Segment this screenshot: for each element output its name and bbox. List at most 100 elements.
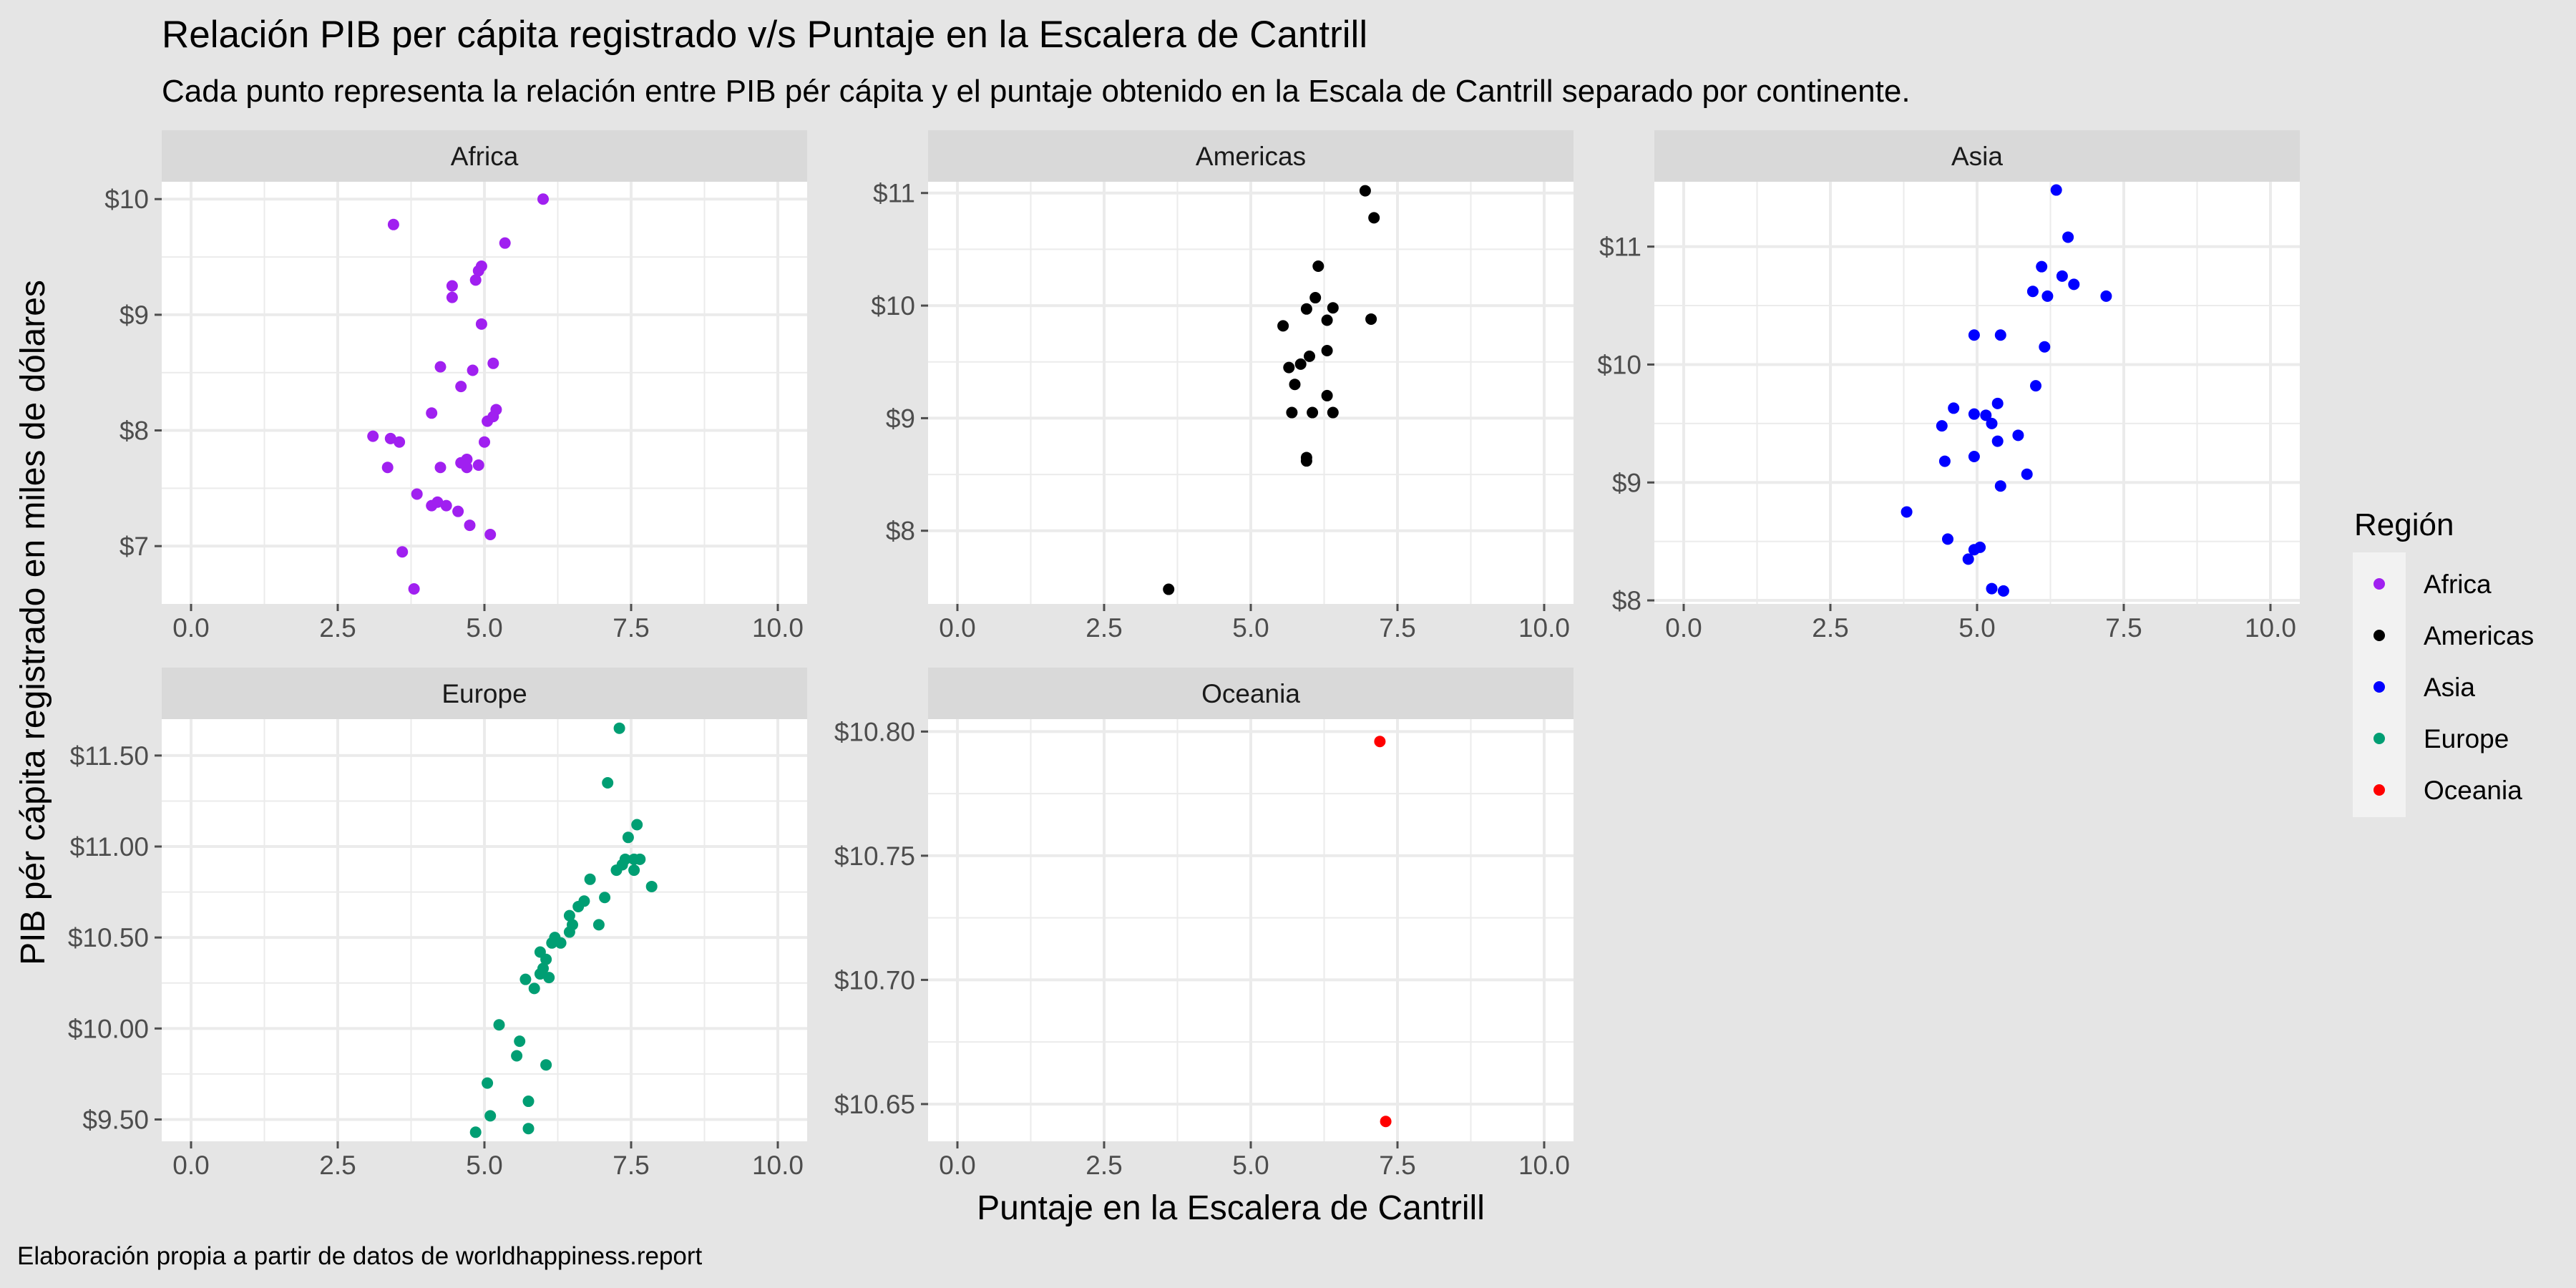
tick-label-y: $10 xyxy=(104,185,149,214)
data-point-europe xyxy=(534,968,546,980)
data-point-americas xyxy=(1365,313,1377,325)
data-point-europe xyxy=(540,953,552,965)
panel-americas: Americas 0.0 2.5 5.0 7.5 10.0 $8 $9 $10 $11 xyxy=(871,130,1574,643)
data-point-americas xyxy=(1300,303,1312,315)
data-point-africa xyxy=(475,318,487,330)
tick-label-x: 0.0 xyxy=(939,1151,975,1180)
data-point-americas xyxy=(1300,455,1312,467)
data-point-europe xyxy=(546,937,558,949)
tick-label-y: $9 xyxy=(119,301,149,330)
data-point-africa xyxy=(384,432,396,444)
legend: Región Africa Americas Asia Europe Oceania xyxy=(2353,507,2534,817)
tick-label-y: $11.50 xyxy=(70,741,149,771)
tick-label-x: 0.0 xyxy=(172,1151,209,1180)
tick-label-y: $10.00 xyxy=(68,1014,149,1043)
data-point-africa xyxy=(469,274,482,286)
data-point-africa xyxy=(472,459,484,472)
chart-title: Relación PIB per cápita registrado v/s P… xyxy=(162,14,1367,56)
data-point-europe xyxy=(519,973,532,985)
data-point-oceania xyxy=(1380,1116,1392,1128)
strip-label-asia: Asia xyxy=(1951,142,2003,171)
tick-label-x: 5.0 xyxy=(466,613,502,643)
legend-label-americas: Americas xyxy=(2424,621,2534,650)
data-point-africa xyxy=(446,280,458,292)
data-point-africa xyxy=(487,357,499,369)
data-point-asia xyxy=(1942,533,1953,545)
strip-europe xyxy=(162,668,807,719)
panel-africa: Africa 0.0 2.5 5.0 7.5 10.0 $7 $8 $9 $10 xyxy=(104,130,807,643)
tick-label-x: 2.5 xyxy=(1812,613,1848,643)
data-point-asia xyxy=(2056,270,2068,282)
x-axis-title: Puntaje en la Escalera de Cantrill xyxy=(977,1189,1485,1227)
legend-title: Región xyxy=(2354,507,2454,542)
data-point-asia xyxy=(1968,450,1980,462)
data-point-europe xyxy=(610,864,623,877)
data-point-europe xyxy=(484,1110,497,1122)
tick-label-x: 7.5 xyxy=(613,613,649,643)
strip-label-oceania: Oceania xyxy=(1201,679,1300,708)
tick-label-y: $10.65 xyxy=(834,1090,915,1119)
data-point-asia xyxy=(1948,402,1960,414)
strip-label-europe: Europe xyxy=(441,679,527,708)
data-point-africa xyxy=(482,415,494,427)
data-point-asia xyxy=(1991,435,2004,447)
data-point-europe xyxy=(511,1050,523,1062)
data-point-africa xyxy=(440,499,452,512)
data-point-europe xyxy=(645,880,658,892)
data-point-americas xyxy=(1321,345,1333,356)
legend-key-americas xyxy=(2373,630,2385,641)
data-point-americas xyxy=(1368,212,1380,224)
data-point-asia xyxy=(1994,480,2006,492)
data-point-asia xyxy=(1991,397,2004,409)
data-point-americas xyxy=(1304,350,1315,362)
data-point-africa xyxy=(472,265,484,277)
data-point-asia xyxy=(1994,329,2006,341)
tick-label-y: $10 xyxy=(871,291,915,321)
data-point-africa xyxy=(394,436,406,448)
legend-key-oceania xyxy=(2373,784,2385,796)
tick-label-y: $10 xyxy=(1597,350,1641,379)
data-point-europe xyxy=(469,1126,482,1138)
data-point-africa xyxy=(367,430,379,442)
data-point-americas xyxy=(1309,292,1322,304)
data-point-europe xyxy=(555,937,567,949)
tick-label-x: 2.5 xyxy=(1085,613,1122,643)
data-point-asia xyxy=(2012,429,2024,441)
strip-label-africa: Africa xyxy=(451,142,519,171)
data-point-asia xyxy=(1938,455,1951,467)
tick-label-x: 0.0 xyxy=(939,613,975,643)
tick-label-x: 7.5 xyxy=(1379,613,1415,643)
data-point-americas xyxy=(1312,260,1324,272)
tick-label-x: 7.5 xyxy=(613,1151,649,1180)
data-point-africa xyxy=(396,546,409,558)
data-point-asia xyxy=(1997,585,2009,597)
data-point-europe xyxy=(631,819,643,831)
data-point-americas xyxy=(1307,406,1319,419)
tick-label-y: $10.75 xyxy=(834,841,915,871)
legend-label-asia: Asia xyxy=(2424,673,2475,702)
data-point-africa xyxy=(381,462,394,474)
tick-label-y: $8 xyxy=(119,416,149,446)
data-point-africa xyxy=(446,291,458,303)
data-point-asia xyxy=(2062,231,2074,243)
tick-label-y: $11 xyxy=(1599,233,1641,262)
data-point-africa xyxy=(467,364,479,376)
data-point-africa xyxy=(537,193,549,205)
data-point-asia xyxy=(2039,341,2051,353)
tick-label-x: 5.0 xyxy=(1232,1151,1269,1180)
data-point-africa xyxy=(411,488,423,500)
tick-label-y: $7 xyxy=(119,532,149,561)
tick-label-y: $11.00 xyxy=(70,832,149,862)
data-point-africa xyxy=(434,361,447,373)
data-point-europe xyxy=(543,972,555,984)
data-point-europe xyxy=(634,853,646,865)
legend-key-europe xyxy=(2373,733,2385,744)
y-axis-title: PIB pér cápita registrado en miles de dó… xyxy=(14,280,52,965)
panel-oceania: Oceania 0.0 2.5 5.0 7.5 10.0 $10.65 $10.70 $10.7… xyxy=(834,668,1574,1180)
tick-label-x: 10.0 xyxy=(1518,613,1570,643)
data-point-europe xyxy=(622,831,634,844)
tick-label-x: 5.0 xyxy=(466,1151,502,1180)
data-point-americas xyxy=(1289,379,1301,391)
legend-keys: Africa Americas Asia Europe Oceania xyxy=(2353,552,2534,817)
legend-label-europe: Europe xyxy=(2424,724,2509,753)
